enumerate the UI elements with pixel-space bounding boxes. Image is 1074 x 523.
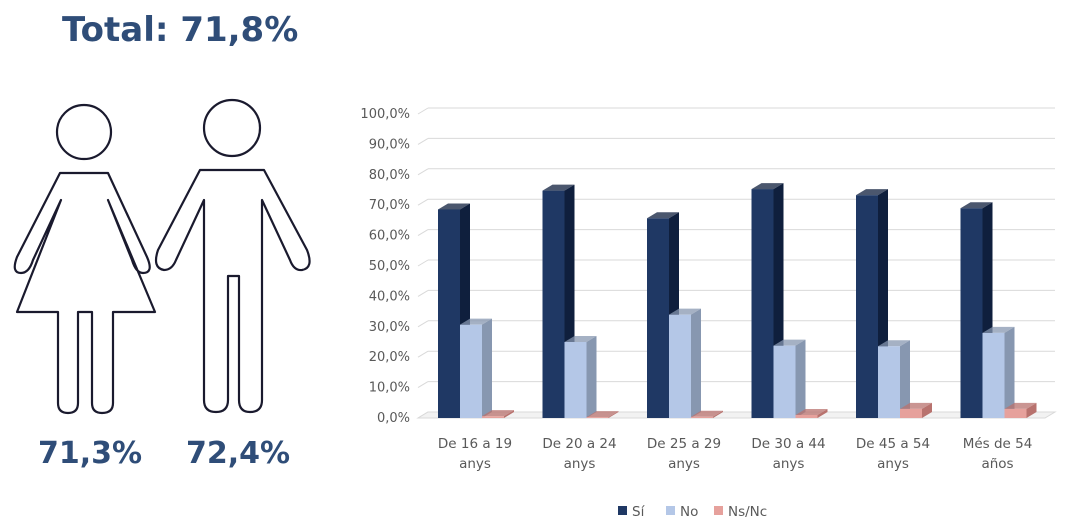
legend-item: Ns/Nc	[714, 504, 767, 520]
female-percentage: 71,3%	[38, 436, 143, 471]
y-tick-label: 0,0%	[377, 411, 410, 426]
y-axis: 0,0% 10,0% 20,0% 30,0% 40,0% 50,0% 60,0% 70,0% 8…	[360, 107, 410, 426]
y-tick-label: 30,0%	[369, 320, 410, 335]
bar-No	[460, 318, 492, 418]
gender-figures	[13, 98, 311, 415]
chart-grid	[416, 107, 1057, 419]
bar-Ns/Nc	[482, 410, 514, 418]
x-axis: De 16 a 19 anys De 20 a 24 anys De 25 a 29 an…	[438, 436, 1032, 472]
bar-No	[564, 336, 597, 418]
bar-Ns/Nc	[795, 408, 828, 418]
x-tick-label: De 25 a 29 anys	[647, 436, 721, 472]
y-tick-label: 60,0%	[369, 229, 410, 244]
x-tick-label: De 20 a 24 anys	[542, 436, 616, 472]
y-tick-label: 70,0%	[369, 198, 410, 213]
bar-Ns/Nc	[691, 410, 723, 418]
legend-swatch	[618, 506, 627, 515]
bar-chart: 0,0% 10,0% 20,0% 30,0% 40,0% 50,0% 60,0% 70,0% 8…	[360, 107, 1057, 520]
bar-Ns/Nc	[586, 411, 619, 418]
gridline-depth	[417, 289, 429, 297]
chart-legend: Sí No Ns/Nc	[618, 504, 767, 520]
male-percentage: 72,4%	[186, 436, 291, 471]
legend-swatch	[714, 506, 723, 515]
y-tick-label: 20,0%	[369, 350, 410, 365]
chart-floor	[416, 411, 1057, 419]
x-tick-label: De 45 a 54 anys	[856, 436, 930, 472]
y-tick-label: 80,0%	[369, 168, 410, 183]
bar-Ns/Nc	[1004, 402, 1037, 418]
male-icon	[154, 98, 311, 414]
gridline-depth	[417, 137, 429, 145]
gridline-depth	[417, 350, 429, 358]
legend-label: Sí	[632, 504, 646, 520]
y-tick-label: 40,0%	[369, 289, 410, 304]
bar-Ns/Nc	[900, 402, 932, 418]
y-tick-label: 100,0%	[360, 107, 410, 122]
y-tick-label: 50,0%	[369, 259, 410, 274]
legend-item: No	[666, 504, 698, 520]
gridline-depth	[417, 320, 429, 328]
female-icon	[13, 103, 157, 415]
y-tick-label: 10,0%	[369, 381, 410, 396]
x-tick-label: De 16 a 19 anys	[438, 436, 512, 472]
legend-swatch	[666, 506, 675, 515]
gridline-depth	[417, 229, 429, 237]
bar-No	[982, 326, 1015, 418]
legend-item: Sí	[618, 504, 646, 520]
gridline-depth	[417, 168, 429, 176]
chart-bars	[438, 183, 1037, 418]
y-tick-label: 90,0%	[369, 137, 410, 152]
gridline-depth	[417, 381, 429, 389]
bar-No	[878, 340, 910, 418]
x-tick-label: Més de 54 años	[963, 436, 1033, 472]
total-title: Total: 71,8%	[62, 10, 299, 50]
gridline-depth	[417, 107, 429, 115]
gridline-depth	[417, 198, 429, 206]
bar-No	[669, 308, 701, 418]
gridline-depth	[417, 259, 429, 267]
legend-label: No	[680, 504, 698, 520]
legend-label: Ns/Nc	[728, 504, 767, 520]
x-tick-label: De 30 a 44 anys	[751, 436, 825, 472]
bar-No	[773, 339, 806, 418]
